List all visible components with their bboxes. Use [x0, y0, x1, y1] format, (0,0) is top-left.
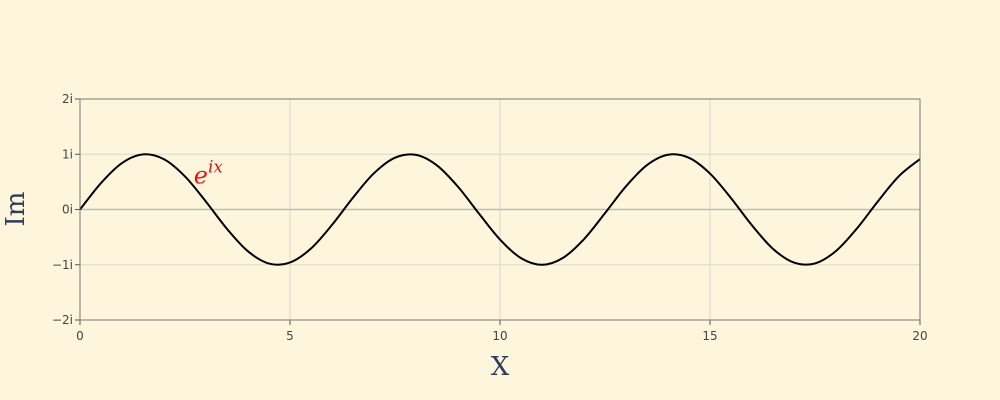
y-tick-label: −1i	[52, 258, 73, 272]
x-tick-label: 0	[76, 329, 84, 343]
y-tick-label: 1i	[62, 147, 73, 161]
plot-frame	[79, 98, 921, 321]
x-tick-label: 20	[912, 329, 927, 343]
x-tick-label: 10	[492, 329, 507, 343]
y-tick-label: 2i	[62, 92, 73, 106]
annotations: eix	[194, 157, 224, 189]
y-tick-label: 0i	[62, 203, 73, 217]
series-line	[79, 153, 921, 266]
y-axis-title: Im	[1, 192, 31, 227]
x-tick-label: 15	[702, 329, 717, 343]
annotation-base: e	[194, 161, 208, 189]
x-axis-title: X	[491, 352, 510, 382]
axes	[75, 98, 921, 325]
annotation-superscript: ix	[208, 157, 223, 177]
annotation-label: eix	[194, 157, 224, 189]
tick-labels: 0 5 10 15 20 −2i −1i 0i 1i 2i	[52, 92, 928, 343]
x-tick-label: 5	[286, 329, 294, 343]
series-layer	[79, 153, 921, 266]
y-tick-label: −2i	[52, 313, 73, 327]
grid-lines	[80, 99, 920, 320]
